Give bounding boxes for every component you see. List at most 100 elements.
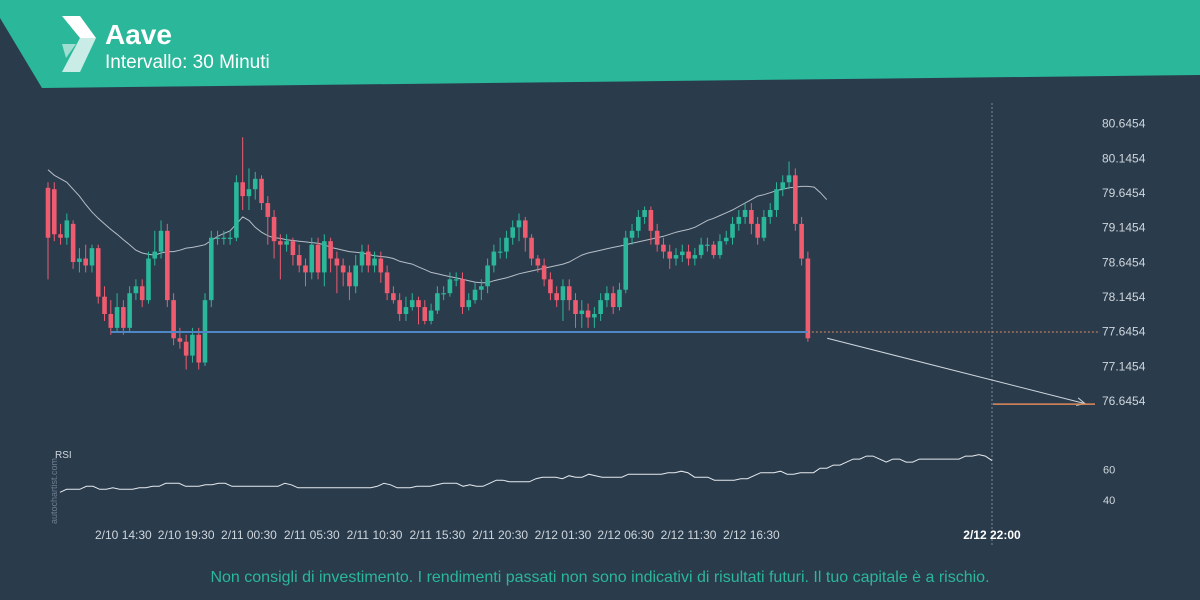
candle-body: [278, 241, 283, 245]
candle: [278, 234, 283, 280]
candle: [171, 293, 176, 346]
candle-body: [548, 279, 553, 294]
candle-body: [240, 182, 245, 197]
x-tick-label: 2/11 00:30: [221, 528, 277, 542]
candle-body: [573, 300, 578, 314]
candle: [604, 286, 610, 308]
candle: [259, 175, 264, 210]
candle-body: [711, 244, 716, 256]
candle: [353, 255, 359, 294]
candle: [573, 293, 578, 328]
candle: [510, 220, 516, 245]
candle-body: [378, 258, 384, 273]
candle: [485, 258, 490, 294]
candle-body: [296, 255, 302, 266]
candle-body: [64, 220, 70, 238]
header-banner: [0, 0, 1200, 88]
candle: [661, 237, 666, 259]
x-tick-label: 2/12 16:30: [723, 528, 780, 542]
candle: [548, 272, 553, 301]
x-tick-label: 2/11 10:30: [347, 528, 403, 542]
candle-body: [322, 241, 327, 273]
candle: [749, 203, 754, 235]
candle: [560, 279, 566, 321]
candle: [491, 244, 497, 273]
candle: [252, 171, 258, 200]
x-tick-label: 2/12 22:00: [963, 528, 1021, 542]
candle: [397, 293, 402, 321]
candle: [623, 230, 629, 294]
candle: [592, 307, 597, 328]
forecast-arrow-line: [827, 337, 1086, 405]
candle-body: [102, 296, 107, 314]
candle-body: [617, 289, 622, 308]
candle-body: [522, 220, 528, 238]
x-tick-label: 2/11 20:30: [472, 528, 528, 542]
candle: [774, 182, 779, 217]
candle-body: [215, 237, 220, 239]
y-axis: 80.6454 80.1454 79.6454 79.1454 78.6454 78.14…: [1102, 117, 1146, 408]
candle-body: [786, 175, 792, 183]
candle: [208, 230, 214, 308]
candle-body: [761, 216, 767, 238]
candle-body: [554, 293, 559, 301]
candle: [767, 203, 773, 224]
candle: [522, 216, 528, 252]
moving-average-line: [47, 169, 828, 284]
candle-body: [108, 314, 114, 328]
candle-body: [139, 286, 145, 301]
candle-body: [529, 237, 534, 259]
candle: [686, 244, 691, 266]
candle: [290, 237, 296, 266]
rsi-panel: RSI 60 40: [55, 450, 1115, 507]
candle: [793, 168, 798, 231]
candle-body: [133, 286, 139, 294]
x-axis: 2/10 14:30 2/10 19:30 2/11 00:30 2/11 05:30…: [95, 528, 1021, 542]
candle-body: [679, 251, 685, 256]
candle: [391, 286, 396, 304]
candle: [58, 223, 63, 245]
candle-body: [171, 300, 176, 339]
candle: [479, 279, 484, 301]
candle: [359, 244, 365, 273]
candle: [579, 300, 585, 328]
y-tick-label: 80.1454: [1102, 151, 1146, 165]
y-tick-label: 77.6454: [1102, 325, 1146, 339]
candle: [460, 272, 465, 314]
candle: [504, 230, 509, 259]
header-title: Aave: [105, 19, 172, 50]
candle: [89, 244, 95, 273]
candle-body: [309, 244, 315, 273]
candle: [146, 251, 151, 304]
candle: [516, 213, 522, 242]
candle: [246, 168, 252, 210]
rsi-line: [59, 454, 993, 493]
candle-body: [259, 178, 264, 204]
candle: [309, 237, 315, 280]
candle: [340, 258, 346, 287]
candle-body: [265, 203, 271, 217]
candle: [165, 223, 170, 308]
candle: [183, 334, 189, 370]
brand-logo-icon: [62, 16, 96, 72]
candle-body: [146, 258, 151, 301]
candle: [742, 203, 748, 224]
candle-body: [441, 293, 446, 295]
candle-body: [409, 300, 415, 308]
candle-body: [221, 237, 227, 239]
header-subtitle: Intervallo: 30 Minuti: [105, 52, 270, 73]
candle-body: [805, 258, 811, 339]
candle-body: [190, 334, 195, 356]
candle: [723, 230, 729, 245]
candle-body: [435, 293, 440, 311]
candle-body: [629, 230, 635, 238]
candle: [780, 175, 786, 197]
candle-body: [648, 210, 654, 231]
candle: [730, 216, 735, 245]
x-tick-label: 2/10 19:30: [158, 528, 215, 542]
candle: [215, 230, 220, 245]
candle: [428, 303, 434, 325]
candle: [466, 293, 472, 311]
